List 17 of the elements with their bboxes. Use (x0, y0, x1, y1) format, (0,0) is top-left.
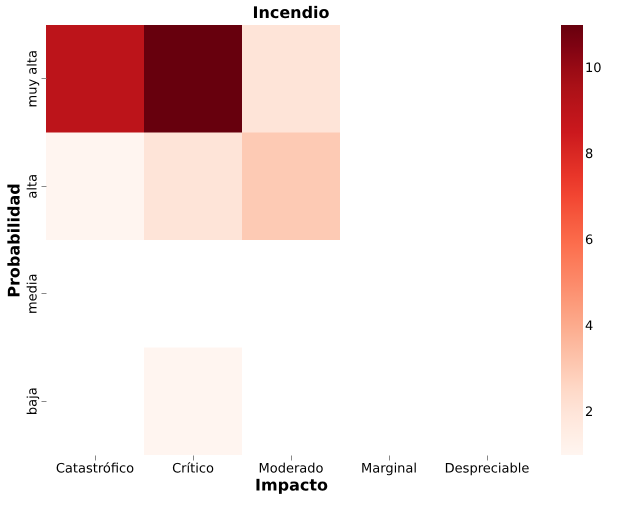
color-bar-label: 6 (585, 233, 594, 248)
y-tick-label: baja (26, 387, 40, 416)
x-tick-label: Catastrófico (56, 462, 134, 476)
x-tick-label: Marginal (361, 462, 417, 476)
color-bar-label: 10 (585, 61, 602, 76)
x-tick-label: Despreciable (444, 462, 530, 476)
x-tick-label: Moderado (258, 462, 324, 476)
y-tick-label: alta (26, 174, 40, 199)
color-bar-label: 8 (585, 147, 594, 162)
y-tick-label: media (26, 274, 40, 314)
x-tick-label: Crítico (172, 462, 214, 476)
color-bar-label: 2 (585, 405, 594, 420)
x-axis-title: Impacto (255, 476, 328, 494)
color-bar-label: 4 (585, 319, 594, 334)
y-tick-label: muy alta (26, 50, 40, 108)
y-axis-title: Probabilidad (4, 183, 24, 298)
chart-title: Incendio (252, 3, 330, 22)
